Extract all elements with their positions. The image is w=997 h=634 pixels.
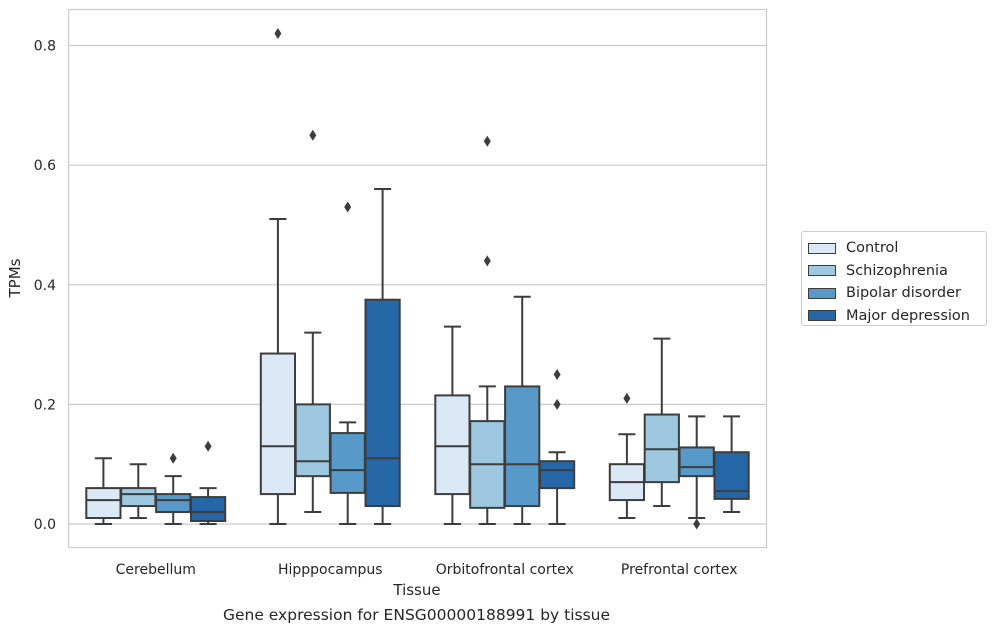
iqr-box [85,487,122,520]
iqr-box [538,460,576,490]
x-tick-label: Orbitofrontal cortex [436,562,574,578]
box-schizophrenia [294,129,331,514]
category-group [434,135,576,525]
box-schizophrenia [469,135,506,525]
outlier-point [274,28,282,40]
legend-label: Major depression [846,307,970,324]
outlier-point [204,440,212,452]
x-tick-label: Hipppocampus [278,562,383,578]
iqr-box [120,487,157,508]
y-tick-label: 0.8 [34,39,56,55]
box-groups [85,28,750,530]
y-tick-labels: 0.0 0.2 0.4 0.6 0.8 [34,39,56,534]
y-tick-label: 0.2 [34,397,56,413]
box-bipolar-disorder [504,295,541,525]
y-tick-label: 0.0 [34,517,56,533]
box-bipolar-disorder [678,415,715,530]
legend-label: Control [846,240,899,257]
box-major-depression [364,188,401,525]
x-axis-label: Tissue [392,581,440,599]
iqr-box [504,385,541,508]
legend-item: Bipolar disorder [808,282,986,305]
legend-item: Schizophrenia [808,260,986,283]
outlier-point [344,201,352,213]
x-tick-label: Cerebellum [116,562,196,578]
figure-caption: Gene expression for ENSG00000188991 by t… [222,606,611,624]
outlier-point [309,129,317,141]
outlier-point [693,518,701,530]
outlier-point [169,452,177,464]
iqr-box [155,493,192,514]
iqr-box [364,298,401,508]
x-tick-label: Prefrontal cortex [621,562,738,578]
iqr-box [189,496,227,523]
category-group [608,337,750,530]
box-control [608,392,646,520]
legend-swatch [808,287,836,299]
iqr-box [434,394,471,496]
category-group [259,28,401,525]
box-control [259,28,297,525]
legend-label: Schizophrenia [846,262,948,279]
legend-swatch [808,242,836,254]
box-major-depression [538,368,576,525]
outlier-point [623,392,631,404]
grid-lines [68,44,767,525]
y-tick-label: 0.6 [34,158,56,174]
legend: Control Schizophrenia Bipolar disorder Majo… [801,231,987,326]
iqr-box [294,403,331,478]
box-schizophrenia [120,463,157,520]
box-schizophrenia [643,337,680,508]
x-tick-labels: Cerebellum Hipppocampus Orbitofrontal cort… [116,562,738,578]
legend-swatch [808,310,836,322]
box-control [85,457,122,525]
box-major-depression [713,415,750,514]
legend-item: Control [808,237,986,260]
legend-item: Major depression [808,305,986,328]
iqr-box [259,352,297,496]
legend-swatch [808,265,836,277]
outlier-point [553,368,561,380]
outlier-point [483,255,491,267]
outlier-point [553,398,561,410]
y-tick-label: 0.4 [34,278,56,294]
category-group [85,440,227,525]
legend-label: Bipolar disorder [846,285,961,302]
box-major-depression [189,440,227,525]
iqr-box [329,432,366,494]
outlier-point [483,135,491,147]
iqr-box [678,446,715,478]
y-axis-label: TPMs [6,258,24,298]
box-bipolar-disorder [155,452,192,525]
